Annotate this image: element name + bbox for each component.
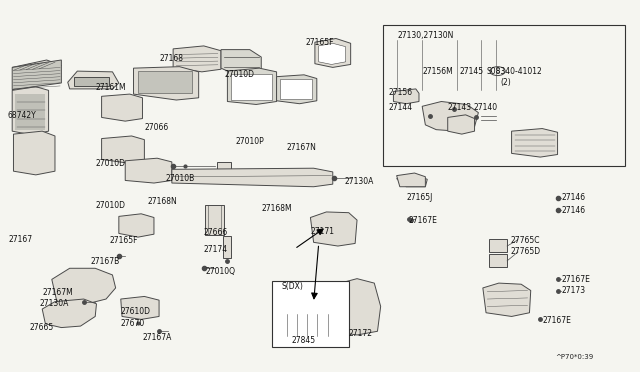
Bar <box>74 77 109 86</box>
Text: 27670: 27670 <box>121 320 145 328</box>
Text: 27765C: 27765C <box>510 236 540 246</box>
Text: 27010D: 27010D <box>224 70 254 79</box>
Text: ^P70*0:39: ^P70*0:39 <box>555 354 593 360</box>
Text: 27168: 27168 <box>159 54 183 62</box>
Text: 27165J: 27165J <box>406 193 433 202</box>
Bar <box>280 79 312 99</box>
Text: 27130,27130N: 27130,27130N <box>398 31 454 41</box>
Polygon shape <box>315 38 351 67</box>
Text: 27665: 27665 <box>29 323 54 332</box>
Polygon shape <box>397 175 428 187</box>
Polygon shape <box>319 43 346 64</box>
Text: 27010P: 27010P <box>236 137 264 146</box>
Text: 27010Q: 27010Q <box>205 267 235 276</box>
Bar <box>272 280 349 347</box>
Polygon shape <box>173 46 221 72</box>
Text: 27167E: 27167E <box>542 316 571 325</box>
Polygon shape <box>102 94 143 121</box>
Polygon shape <box>227 68 276 105</box>
Polygon shape <box>12 87 49 135</box>
Bar <box>205 205 224 235</box>
Text: (2): (2) <box>500 78 511 87</box>
Polygon shape <box>121 296 159 320</box>
Polygon shape <box>134 67 198 100</box>
Text: 27145: 27145 <box>460 67 483 76</box>
Text: 27167E: 27167E <box>561 275 590 284</box>
Bar <box>138 71 192 93</box>
Polygon shape <box>102 136 145 163</box>
Text: 27167B: 27167B <box>90 257 119 266</box>
Text: 27130A: 27130A <box>344 177 374 186</box>
Text: 27173: 27173 <box>561 286 586 295</box>
Text: 27010D: 27010D <box>95 201 125 210</box>
Text: 27165F: 27165F <box>305 38 334 47</box>
Text: 27171: 27171 <box>310 227 335 236</box>
Polygon shape <box>119 214 154 237</box>
Polygon shape <box>483 283 531 317</box>
Text: 27666: 27666 <box>204 228 228 237</box>
Bar <box>223 236 230 258</box>
Text: 27161M: 27161M <box>95 83 126 92</box>
Polygon shape <box>68 71 119 89</box>
Polygon shape <box>52 268 116 304</box>
Polygon shape <box>12 60 61 71</box>
Bar <box>383 25 625 166</box>
Text: 27066: 27066 <box>145 123 168 132</box>
Text: 27140: 27140 <box>473 103 497 112</box>
Text: S: S <box>495 68 500 74</box>
Polygon shape <box>275 311 346 339</box>
Polygon shape <box>12 60 61 90</box>
Text: 27010B: 27010B <box>166 174 195 183</box>
Text: 27167A: 27167A <box>143 333 172 342</box>
Polygon shape <box>221 49 261 75</box>
Polygon shape <box>397 173 426 187</box>
Text: 27143: 27143 <box>448 103 472 112</box>
Text: 27144: 27144 <box>389 103 413 112</box>
Text: 27168M: 27168M <box>261 204 292 213</box>
Text: 27167M: 27167M <box>42 288 73 297</box>
Text: 27165F: 27165F <box>109 236 138 246</box>
Text: 27610D: 27610D <box>121 307 151 316</box>
Text: 27174: 27174 <box>204 245 228 254</box>
Bar <box>230 74 272 100</box>
Text: 27172: 27172 <box>349 329 372 338</box>
Polygon shape <box>326 279 381 335</box>
Text: 27167N: 27167N <box>287 142 317 151</box>
Text: 68742Y: 68742Y <box>7 111 36 120</box>
Polygon shape <box>172 168 333 187</box>
Bar <box>489 254 507 267</box>
Bar <box>489 239 507 252</box>
Text: 27156M: 27156M <box>422 67 453 76</box>
Text: 27146: 27146 <box>561 193 586 202</box>
Bar <box>216 162 230 169</box>
Polygon shape <box>310 212 357 246</box>
Text: 27130A: 27130A <box>39 299 68 308</box>
Polygon shape <box>276 75 317 104</box>
Polygon shape <box>125 158 172 183</box>
Text: 27156: 27156 <box>389 88 413 97</box>
Polygon shape <box>511 129 557 157</box>
Text: 27765D: 27765D <box>510 247 540 256</box>
Text: 27845: 27845 <box>291 336 316 346</box>
Text: 27146: 27146 <box>561 206 586 215</box>
Text: 27167: 27167 <box>9 235 33 244</box>
Bar <box>15 94 45 130</box>
Text: 27168N: 27168N <box>148 197 177 206</box>
Text: 27010D: 27010D <box>95 159 125 168</box>
Text: S08340-41012: S08340-41012 <box>486 67 542 76</box>
Polygon shape <box>13 131 55 175</box>
Text: S(DX): S(DX) <box>282 282 303 291</box>
Polygon shape <box>422 102 478 131</box>
Polygon shape <box>42 299 97 328</box>
Text: 27167E: 27167E <box>408 216 437 225</box>
Polygon shape <box>394 89 419 104</box>
Polygon shape <box>448 115 474 134</box>
